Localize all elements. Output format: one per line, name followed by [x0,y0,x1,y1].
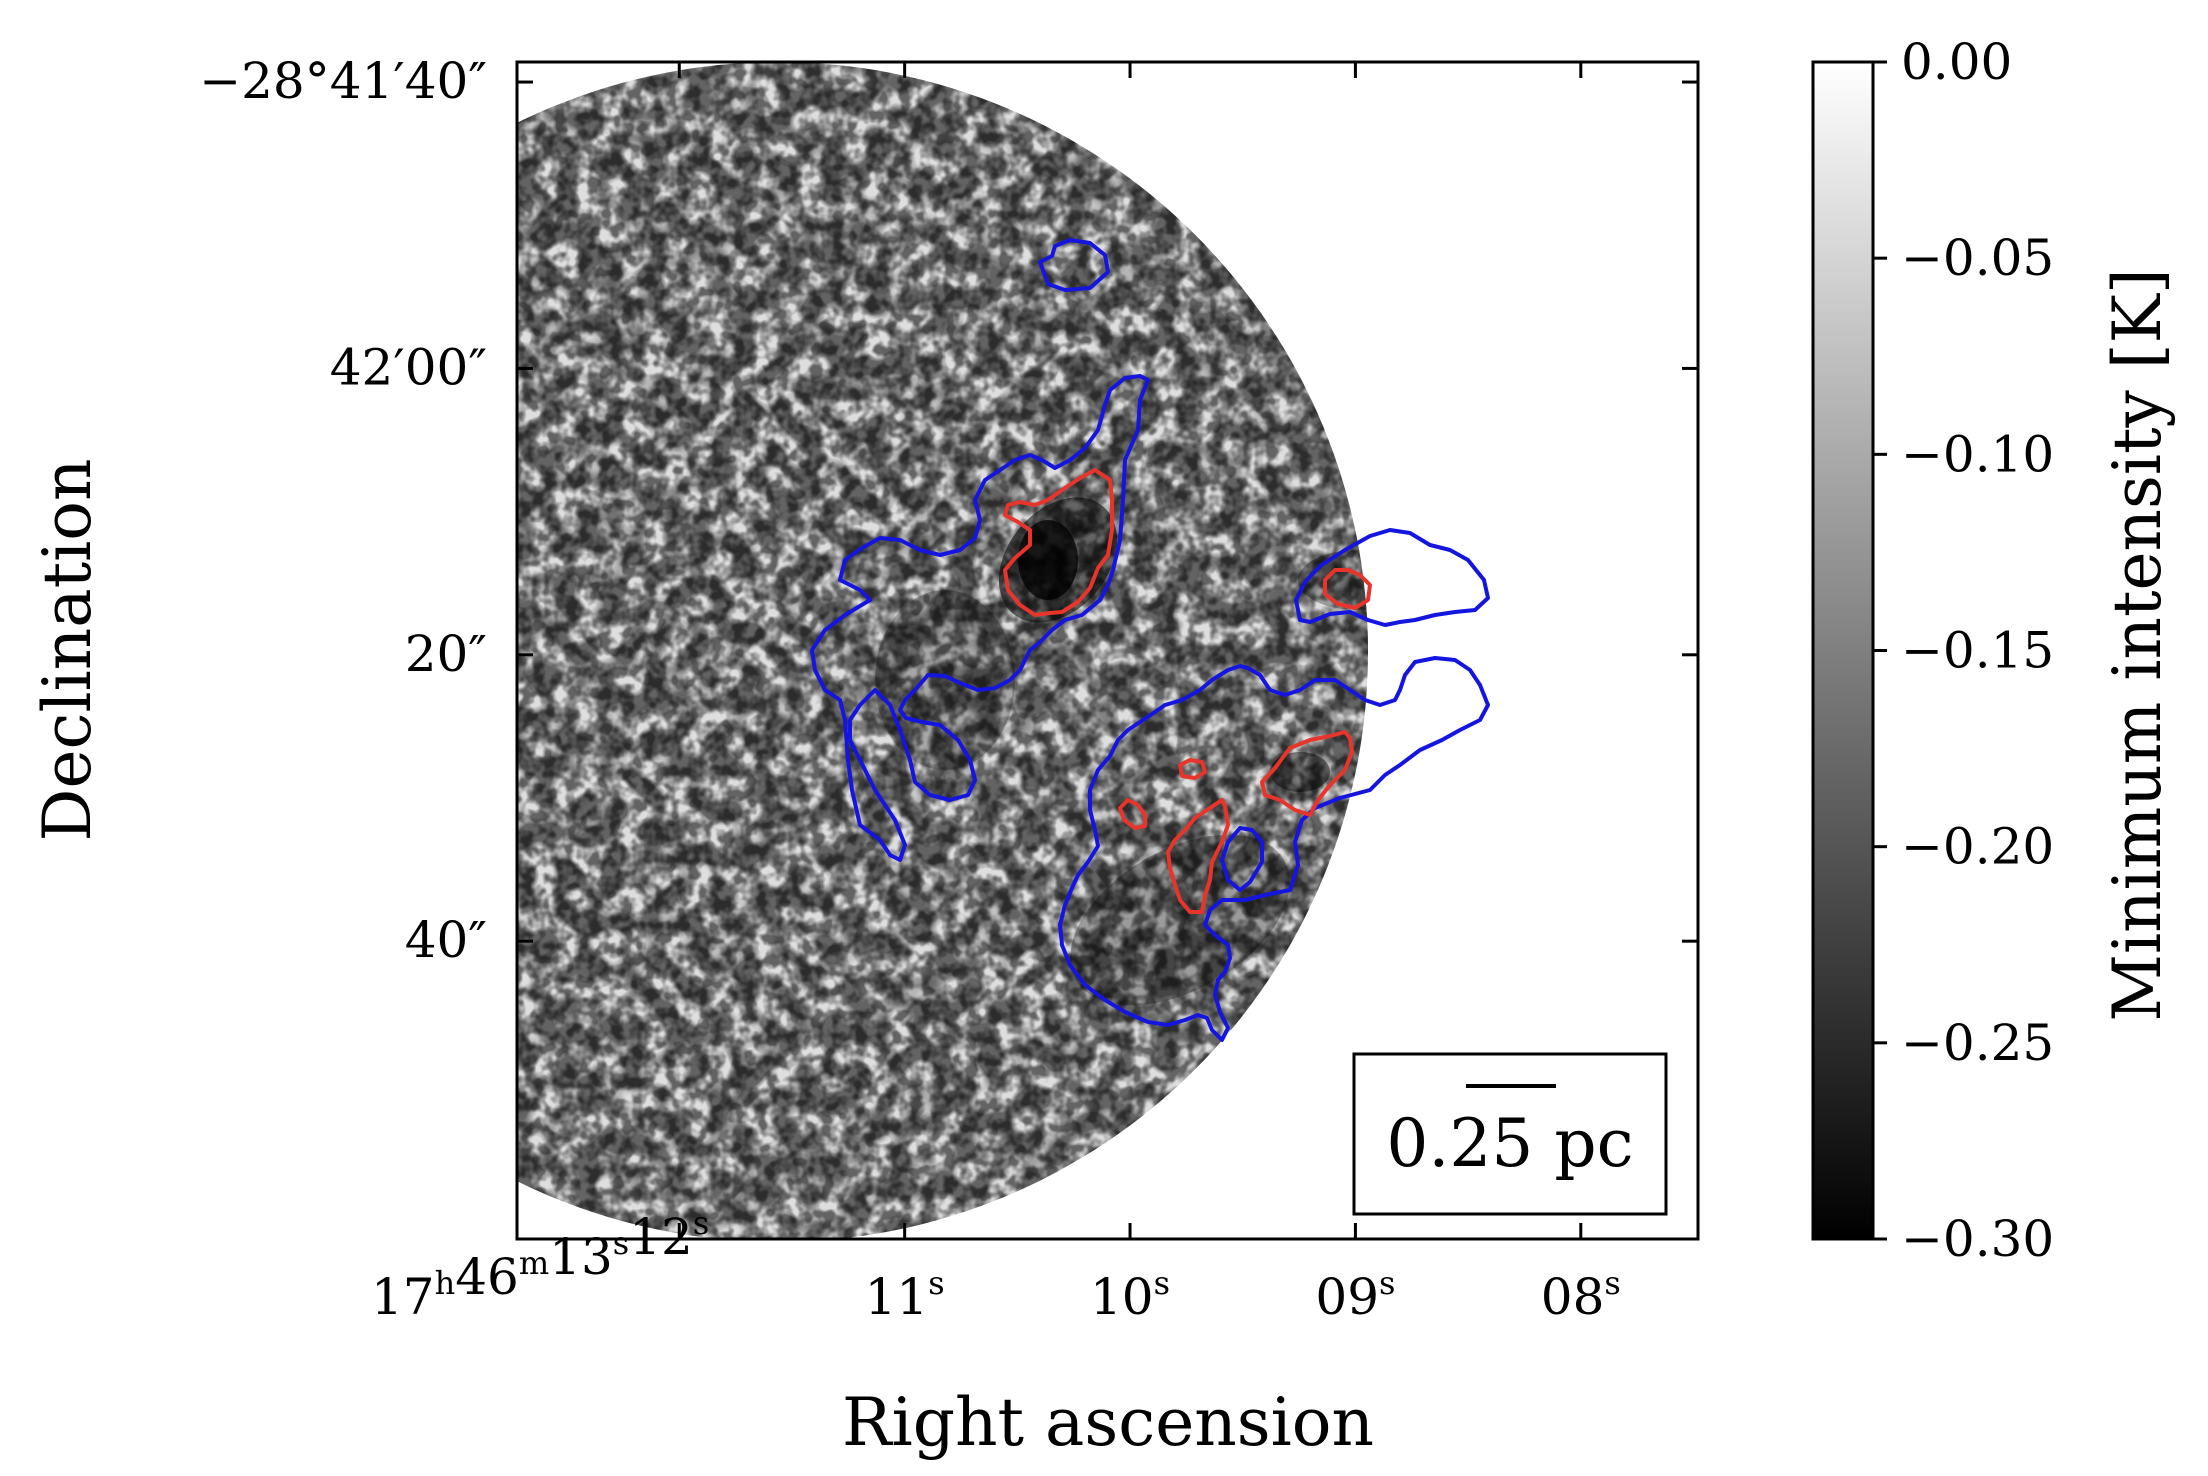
colorbar: 0.00 −0.05 −0.10 −0.15 −0.20 −0.25 −0.30 Minim… [1811,33,2176,1268]
map-noise-blobs [517,62,1368,1239]
y-tick-label: 42′00″ [330,338,487,396]
contour-blue-small [1038,238,1110,292]
scalebar-box [1352,1052,1668,1216]
y-tick-label: 20″ [405,625,487,683]
y-axis: −28°41′40″ 42′00″ 20″ 40″ [199,52,1698,969]
dark-region-north-core [1018,520,1078,600]
contour-red-southeast [1260,730,1354,817]
scalebar-label: 0.25 pc [1386,1105,1633,1182]
contour-blue-north [810,374,1150,862]
colorbar-tick-label: −0.20 [1901,818,2054,876]
colorbar-gradient [1811,60,1875,1241]
contour-blue-hole [1220,826,1264,892]
contour-blue-group [810,238,1490,1042]
y-tick-label: 40″ [405,911,487,969]
x-tick-label: 10s [1090,1264,1170,1326]
contour-red-dot2 [1118,798,1147,830]
y-axis-title: Declination [29,459,106,842]
dark-region-west [875,590,1015,770]
contour-blue-south [1058,656,1490,1042]
x-axis-title: Right ascension [842,1384,1374,1461]
colorbar-tick-label: −0.30 [1901,1210,2054,1268]
contour-red-dot1 [1178,758,1207,780]
intensity-map: 0.25 pc [517,62,1668,1239]
contour-blue-east [1294,528,1490,627]
x-tick-label: 11s [865,1264,945,1326]
scalebar: 0.25 pc [1352,1052,1668,1216]
dark-region-southeast [1270,752,1330,792]
x-axis: 17h46m13s12s 11s 10s 09s 08s [371,62,1621,1326]
contour-red-south [1166,798,1230,914]
colorbar-tick-label: −0.15 [1901,622,2054,680]
colorbar-tick-label: −0.05 [1901,229,2054,287]
contour-red-east [1323,568,1372,610]
axes-frame [515,60,1700,1241]
dark-region-south [1070,834,1290,1006]
x-tick-label: 17h46m13s12s [371,1204,709,1326]
colorbar-ticks: 0.00 −0.05 −0.10 −0.15 −0.20 −0.25 −0.30 [1873,33,2054,1268]
colorbar-tick-label: −0.10 [1901,425,2054,483]
y-tick-label: −28°41′40″ [199,52,487,110]
dark-region-east [1298,550,1368,610]
contour-red-group [1003,468,1372,914]
colorbar-title: Minimum intensity [K] [2099,268,2176,1021]
contour-red-north [1003,468,1114,617]
x-tick-label: 09s [1315,1264,1395,1326]
x-tick-label: 08s [1541,1264,1621,1326]
colorbar-tick-label: 0.00 [1901,33,2012,91]
colorbar-tick-label: −0.25 [1901,1014,2054,1072]
